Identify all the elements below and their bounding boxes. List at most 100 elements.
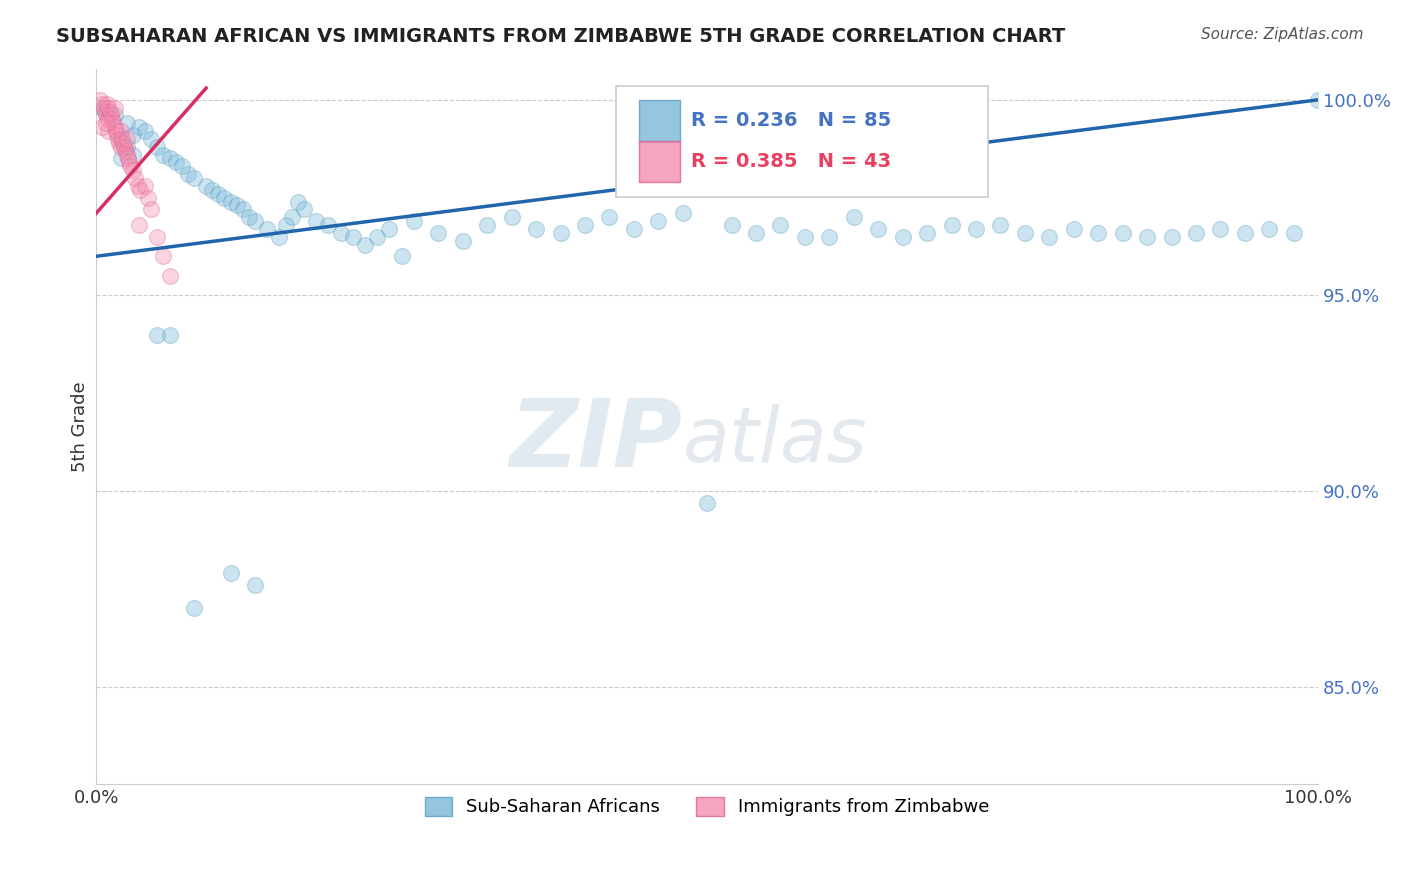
Point [128, 218, 150, 232]
Point [219, 566, 242, 581]
Point [110, 124, 132, 138]
Point [793, 229, 815, 244]
Point [91, 96, 114, 111]
Point [501, 210, 523, 224]
Point [842, 210, 865, 224]
Point [318, 218, 340, 232]
Point [136, 191, 159, 205]
Y-axis label: 5th Grade: 5th Grade [72, 381, 89, 472]
FancyBboxPatch shape [638, 100, 681, 142]
Point [128, 120, 150, 135]
Point [232, 202, 254, 217]
Point [305, 214, 328, 228]
Point [402, 214, 425, 228]
Point [97, 112, 120, 127]
Point [115, 116, 138, 130]
Text: SUBSAHARAN AFRICAN VS IMMIGRANTS FROM ZIMBABWE 5TH GRADE CORRELATION CHART: SUBSAHARAN AFRICAN VS IMMIGRANTS FROM ZI… [56, 27, 1066, 45]
Point [104, 124, 127, 138]
FancyBboxPatch shape [638, 141, 681, 182]
Point [696, 496, 718, 510]
Point [1308, 93, 1330, 107]
Point [159, 327, 181, 342]
Point [378, 222, 401, 236]
Point [112, 140, 135, 154]
Point [115, 132, 138, 146]
Point [1185, 226, 1208, 240]
Point [110, 132, 132, 146]
Point [225, 198, 247, 212]
Point [93, 101, 115, 115]
Point [183, 171, 205, 186]
Point [524, 222, 547, 236]
Point [274, 218, 297, 232]
Legend: Sub-Saharan Africans, Immigrants from Zimbabwe: Sub-Saharan Africans, Immigrants from Zi… [416, 789, 998, 825]
Text: Source: ZipAtlas.com: Source: ZipAtlas.com [1201, 27, 1364, 42]
Text: R = 0.385   N = 43: R = 0.385 N = 43 [692, 153, 891, 171]
Point [111, 132, 134, 146]
Point [243, 214, 266, 228]
Point [101, 112, 124, 127]
Point [256, 222, 278, 236]
Point [1136, 229, 1159, 244]
Point [121, 147, 143, 161]
Point [134, 124, 156, 138]
Point [108, 136, 131, 150]
Point [214, 191, 236, 205]
Point [89, 93, 111, 107]
Point [391, 249, 413, 263]
Point [146, 140, 169, 154]
Point [238, 210, 260, 224]
Point [243, 578, 266, 592]
Point [98, 104, 121, 119]
Point [177, 167, 200, 181]
Point [97, 101, 120, 115]
FancyBboxPatch shape [616, 87, 988, 197]
Point [165, 155, 187, 169]
Point [219, 194, 242, 209]
Point [818, 229, 841, 244]
Point [94, 116, 117, 130]
Point [115, 140, 138, 154]
Point [121, 128, 143, 142]
Point [114, 144, 136, 158]
Point [110, 152, 132, 166]
Point [1233, 226, 1256, 240]
Point [1258, 222, 1281, 236]
Point [745, 226, 768, 240]
Point [183, 601, 205, 615]
Text: atlas: atlas [683, 404, 868, 478]
Point [1160, 229, 1182, 244]
Point [269, 229, 291, 244]
Point [93, 104, 115, 119]
Point [329, 226, 352, 240]
Point [990, 218, 1012, 232]
Point [280, 210, 302, 224]
Point [207, 186, 229, 201]
Point [141, 132, 163, 146]
Point [159, 152, 181, 166]
Point [287, 194, 309, 209]
Point [1111, 226, 1133, 240]
Point [550, 226, 572, 240]
Point [720, 218, 742, 232]
Point [170, 159, 193, 173]
Point [103, 108, 125, 122]
Point [103, 101, 125, 115]
Point [1014, 226, 1036, 240]
Point [120, 159, 142, 173]
Point [159, 268, 181, 283]
Point [103, 116, 125, 130]
Point [1282, 226, 1305, 240]
Text: ZIP: ZIP [510, 395, 683, 487]
Point [941, 218, 963, 232]
Point [769, 218, 792, 232]
Point [366, 229, 388, 244]
Point [451, 234, 474, 248]
Point [141, 202, 163, 217]
Point [152, 249, 174, 263]
Point [124, 171, 146, 186]
Point [195, 178, 218, 193]
Point [129, 183, 152, 197]
Point [915, 226, 938, 240]
Point [1063, 222, 1085, 236]
